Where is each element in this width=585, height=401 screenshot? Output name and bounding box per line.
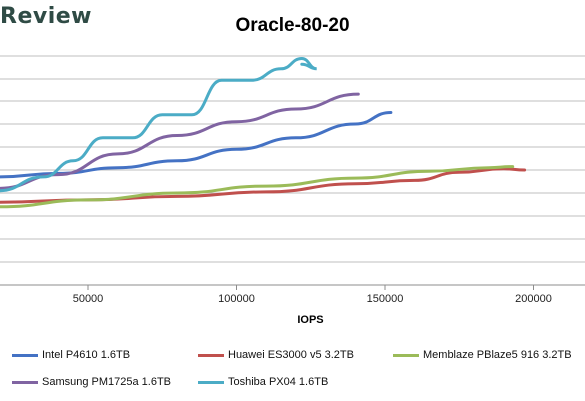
legend-label: Toshiba PX04 1.6TB (228, 376, 329, 388)
chart-title: Oracle-80-20 (235, 15, 350, 36)
x-axis-label: IOPS (297, 314, 324, 326)
legend-item-memblaze: Memblaze PBlaze5 916 3.2TB (393, 349, 572, 361)
legend-item-intel: Intel P4610 1.6TB (12, 349, 130, 361)
legend-swatch (12, 380, 38, 384)
legend-label: Samsung PM1725a 1.6TB (42, 376, 172, 388)
legend-swatch (198, 353, 224, 357)
legend-label: Memblaze PBlaze5 916 3.2TB (423, 349, 572, 361)
x-tick-label: 100000 (218, 293, 255, 305)
series-line-3 (0, 92, 360, 190)
series-line-2 (0, 165, 515, 209)
x-tick-label: 150000 (367, 293, 404, 305)
legend-item-toshiba: Toshiba PX04 1.6TB (198, 376, 328, 388)
series-line-4 (0, 56, 317, 193)
legend-swatch (393, 353, 419, 357)
legend-item-huawei: Huawei ES3000 v5 3.2TB (198, 349, 354, 361)
legend-item-samsung: Samsung PM1725a 1.6TB (12, 376, 171, 388)
brand-logo-text: Review (0, 4, 92, 29)
x-tick-label: 50000 (73, 293, 104, 305)
legend-swatch (198, 380, 224, 384)
x-tick-labels: 50000 100000 150000 200000 (73, 285, 552, 305)
series-lines (0, 56, 527, 209)
legend-label: Huawei ES3000 v5 3.2TB (228, 349, 354, 361)
x-tick-label: 200000 (515, 293, 552, 305)
legend-label: Intel P4610 1.6TB (42, 349, 131, 361)
legend-swatch (12, 353, 38, 357)
